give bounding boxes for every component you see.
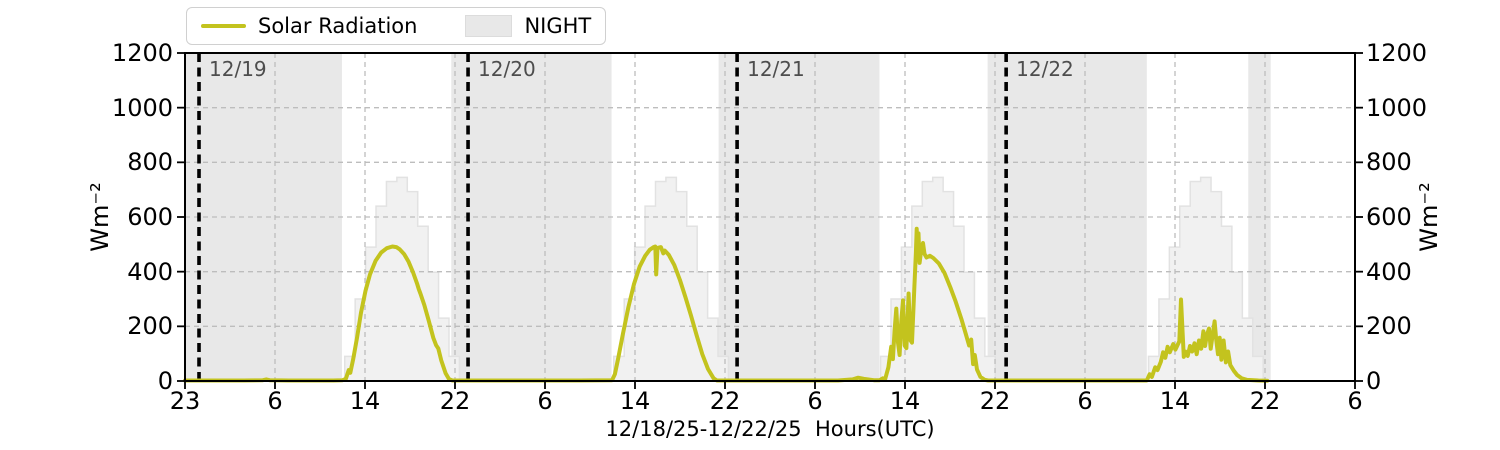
x-tick-label: 6 <box>1347 387 1363 415</box>
x-tick-label: 6 <box>1077 387 1093 415</box>
legend: Solar Radiation NIGHT <box>186 7 607 45</box>
x-tick-label: 14 <box>619 387 651 415</box>
solar-radiation-line <box>183 226 1270 383</box>
x-tick-label: 23 <box>169 387 201 415</box>
legend-item-night: NIGHT <box>465 14 591 38</box>
x-axis-label: 12/18/25-12/22/25 Hours(UTC) <box>605 417 935 441</box>
y-tick-label-left: 200 <box>127 312 173 341</box>
x-tick-label: 22 <box>709 387 741 415</box>
x-tick-label: 22 <box>439 387 471 415</box>
x-tick-label: 22 <box>979 387 1011 415</box>
x-tick-label: 22 <box>1249 387 1281 415</box>
day-label: 12/21 <box>747 57 805 81</box>
day-label: 12/22 <box>1016 57 1074 81</box>
x-tick-label: 14 <box>889 387 921 415</box>
y-tick-label-left: 1000 <box>111 93 173 122</box>
y-tick-label-right: 600 <box>1366 203 1412 231</box>
x-tick-label: 6 <box>807 387 823 415</box>
y-tick-label-right: 1000 <box>1366 93 1428 122</box>
clearsky-step-silhouette <box>1147 176 1264 382</box>
clearsky-step-silhouette <box>343 176 461 382</box>
y-tick-label-left: 1200 <box>111 39 173 67</box>
legend-patch-swatch-icon <box>465 15 513 37</box>
clearsky-step-silhouette <box>613 176 730 382</box>
y-tick-label-right: 200 <box>1366 312 1412 341</box>
y-tick-label-right: 1200 <box>1366 39 1428 67</box>
x-tick-label: 14 <box>349 387 381 415</box>
x-tick-label: 6 <box>537 387 553 415</box>
y-tick-label-right: 400 <box>1366 257 1412 286</box>
y-tick-label-right: 800 <box>1366 148 1412 177</box>
night-shading-region <box>185 53 342 381</box>
legend-label-night: NIGHT <box>524 14 592 38</box>
y-tick-label-right: 0 <box>1366 367 1382 395</box>
x-tick-label: 14 <box>1159 387 1191 415</box>
legend-label-solar-radiation: Solar Radiation <box>258 14 418 38</box>
y-tick-label-left: 400 <box>127 257 173 286</box>
y-tick-label-left: 600 <box>127 203 173 231</box>
legend-line-swatch-icon <box>201 24 246 28</box>
day-label: 12/19 <box>209 57 267 81</box>
y-tick-label-left: 800 <box>127 148 173 177</box>
y-tick-label-left: 0 <box>157 367 173 395</box>
x-tick-label: 6 <box>267 387 283 415</box>
day-label: 12/20 <box>478 57 536 81</box>
legend-item-solar-radiation: Solar Radiation <box>201 14 417 38</box>
